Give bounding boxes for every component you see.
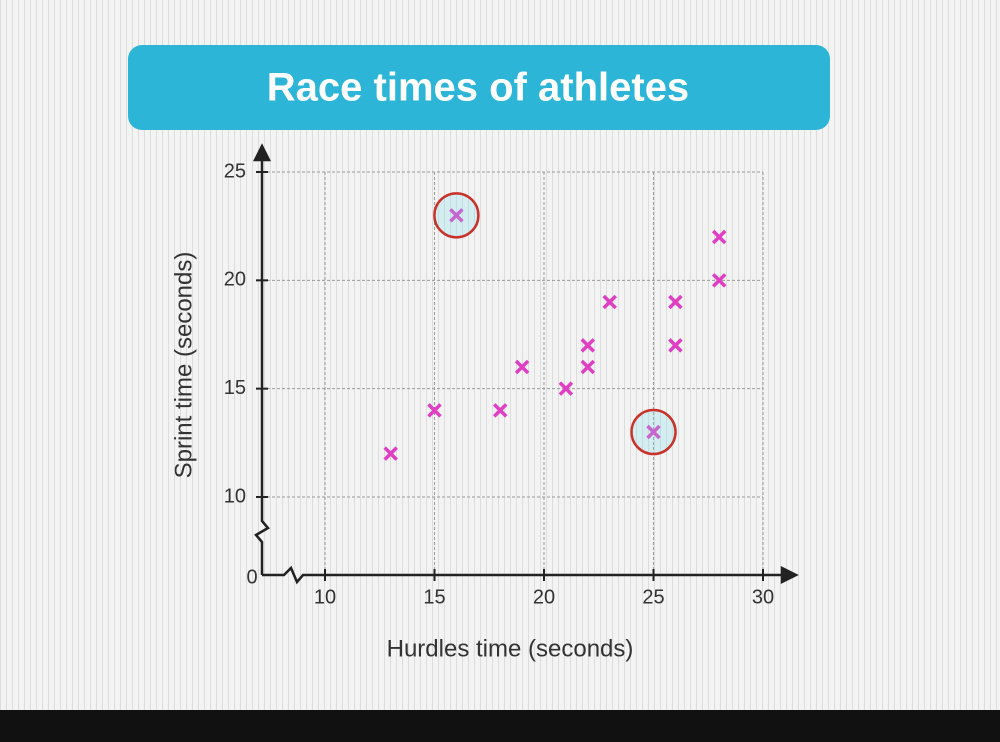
point	[558, 381, 574, 396]
y-arrow	[252, 143, 272, 162]
y-tick-label: 20	[224, 269, 246, 291]
x-tick-label: 10	[314, 586, 336, 608]
point	[580, 359, 596, 375]
bottom-bar	[0, 710, 1000, 742]
point	[427, 403, 442, 418]
point	[449, 208, 464, 223]
y-axis	[254, 155, 270, 575]
origin-label: 0	[246, 566, 257, 588]
y-axis-label: Sprint time (seconds)	[170, 252, 197, 479]
x-arrow	[780, 565, 799, 585]
point	[492, 403, 508, 418]
highlight-ring	[433, 192, 480, 239]
point	[646, 424, 661, 440]
point	[668, 338, 683, 353]
point	[668, 294, 683, 310]
x-tick-label: 30	[752, 586, 774, 608]
x-axis-label: Hurdles time (seconds)	[387, 635, 634, 662]
axes	[252, 143, 799, 585]
point	[711, 229, 727, 245]
x-tick-label: 25	[642, 586, 664, 608]
point	[514, 359, 530, 375]
title-banner	[128, 45, 830, 130]
y-tick-label: 25	[224, 160, 246, 182]
x-tick-label: 20	[533, 586, 555, 608]
highlight-ring	[630, 408, 677, 456]
x-axis	[262, 565, 785, 585]
chart-title: Race times of athletes	[267, 66, 689, 110]
point	[383, 446, 398, 461]
point	[711, 273, 727, 288]
y-tick-label: 15	[224, 377, 246, 399]
y-tick-label: 10	[224, 485, 246, 507]
point	[602, 294, 617, 310]
point	[580, 338, 596, 353]
x-tick-label: 15	[423, 586, 445, 608]
